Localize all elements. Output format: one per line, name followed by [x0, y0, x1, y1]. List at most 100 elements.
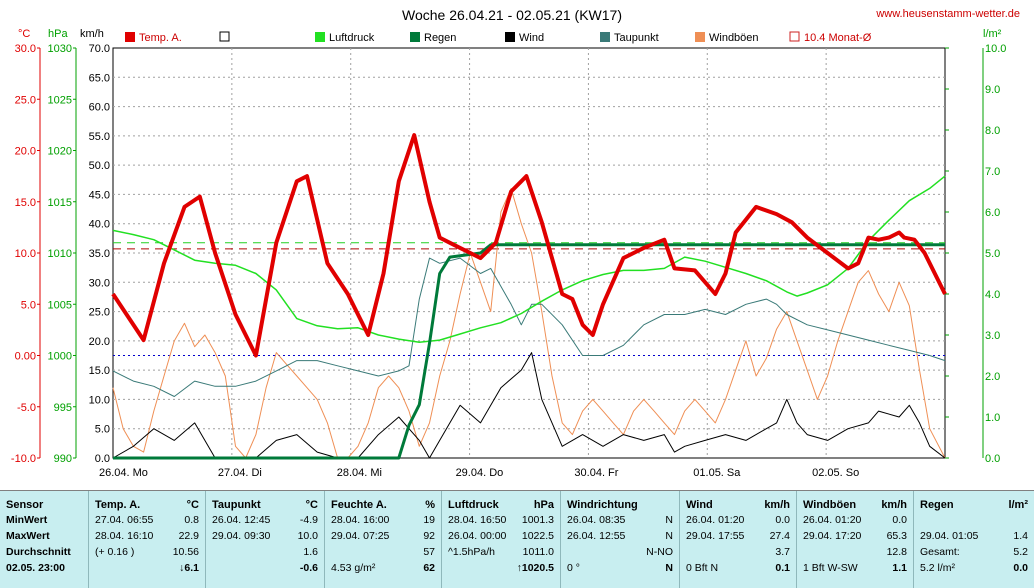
- panel-cell: MinWert: [6, 514, 48, 526]
- panel-cell: 02.05. 23:00: [6, 562, 65, 574]
- temp-unit-label: °C: [18, 28, 30, 40]
- panel-cell: 0.0: [1013, 562, 1028, 574]
- panel-cell: Windrichtung: [567, 499, 638, 511]
- panel-cell: 0.0: [775, 514, 790, 526]
- temp-tick-label: 30.0: [15, 43, 36, 55]
- pressure-tick-label: 1005: [48, 299, 72, 311]
- wind-tick-label: 25.0: [89, 307, 110, 319]
- temp-tick-label: 10.0: [15, 248, 36, 260]
- panel-cell: MaxWert: [6, 530, 50, 542]
- day-label: 28.04. Mi: [337, 467, 382, 479]
- panel-cell: N: [665, 514, 673, 526]
- panel-cell: Gesamt:: [920, 546, 960, 558]
- pressure-tick-label: 990: [54, 453, 72, 465]
- panel-cell: 26.04. 01:20: [686, 514, 745, 526]
- legend-swatch: [410, 32, 420, 42]
- legend-swatch: [315, 32, 325, 42]
- wind-tick-label: 45.0: [89, 189, 110, 201]
- wind-tick-label: 55.0: [89, 131, 110, 143]
- wind-tick-label: 50.0: [89, 160, 110, 172]
- panel-cell: Luftdruck: [448, 499, 499, 511]
- site-url: www.heusenstamm-wetter.de: [875, 8, 1020, 20]
- panel-cell: ↑1020.5: [516, 562, 554, 574]
- panel-cell: %: [425, 499, 435, 511]
- legend-swatch: [219, 31, 230, 42]
- panel-cell: 57: [423, 546, 435, 558]
- panel-cell: 19: [423, 514, 435, 526]
- wind-tick-label: 5.0: [95, 424, 110, 436]
- panel-cell: 0.0: [892, 514, 907, 526]
- panel-cell: 29.04. 07:25: [331, 530, 390, 542]
- panel-cell: 0 Bft N: [686, 562, 719, 574]
- panel-col-luftdruck: Luftdruck hPa 28.04. 16:50 1001.3 26.04. 00:…: [442, 491, 561, 588]
- panel-cell: 12.8: [886, 546, 907, 558]
- panel-cell: 1001.3: [521, 514, 554, 526]
- pressure-tick-label: 1030: [48, 43, 72, 55]
- legend-label: Wind: [519, 32, 544, 44]
- panel-cell: 1 Bft W-SW: [803, 562, 858, 574]
- panel-cell: Taupunkt: [212, 499, 261, 511]
- series-windben-line: [112, 188, 946, 459]
- panel-col-wind: Wind km/h 26.04. 01:20 0.0 29.04. 17:55 27.4 3…: [680, 491, 797, 588]
- pressure-tick-label: 1010: [48, 248, 72, 260]
- wind-tick-label: 35.0: [89, 248, 110, 260]
- panel-cell: 1.6: [303, 546, 318, 558]
- panel-cell: ↓6.1: [179, 562, 199, 574]
- rain-tick-label: 4.0: [985, 289, 1000, 301]
- pressure-tick-label: 1000: [48, 351, 72, 363]
- wind-tick-label: 70.0: [89, 43, 110, 55]
- panel-cell: 3.7: [775, 546, 790, 558]
- panel-cell: km/h: [881, 499, 907, 511]
- panel-cell: Windböen: [803, 499, 857, 511]
- wind-tick-label: 0.0: [95, 453, 110, 465]
- panel-cell: Wind: [686, 499, 713, 511]
- temp-tick-label: 20.0: [15, 146, 36, 158]
- rain-tick-label: 9.0: [985, 84, 1000, 96]
- panel-cell: -0.6: [299, 562, 318, 574]
- wind-tick-label: 15.0: [89, 365, 110, 377]
- panel-cell: Regen: [920, 499, 954, 511]
- pressure-tick-label: 1020: [48, 146, 72, 158]
- day-label: 26.04. Mo: [99, 467, 148, 479]
- panel-cell: ^1.5hPa/h: [448, 546, 495, 558]
- panel-cell: °C: [186, 499, 199, 511]
- panel-cell: 29.04. 09:30: [212, 530, 271, 542]
- legend-label: Temp. A.: [139, 32, 182, 44]
- panel-cell: 0 °: [567, 562, 580, 574]
- rain-tick-label: 2.0: [985, 371, 1000, 383]
- temp-tick-label: -5.0: [17, 402, 36, 414]
- panel-cell: 65.3: [886, 530, 907, 542]
- panel-col-sensor: Sensor MinWert MaxWert Durchschnitt 02.05. 2…: [0, 491, 89, 588]
- panel-cell: Durchschnitt: [6, 546, 71, 558]
- panel-cell: 10.0: [297, 530, 318, 542]
- series-tempa-line: [111, 133, 947, 358]
- wind-tick-label: 10.0: [89, 394, 110, 406]
- series-regen-line: [113, 243, 945, 460]
- panel-cell: 0.8: [184, 514, 199, 526]
- pressure-unit-label: hPa: [48, 28, 68, 40]
- panel-cell: 5.2: [1013, 546, 1028, 558]
- panel-cell: 10.56: [172, 546, 199, 558]
- day-label: 29.04. Do: [456, 467, 504, 479]
- panel-col-taupunkt: Taupunkt °C 26.04. 12:45 -4.9 29.04. 09:30 10…: [206, 491, 325, 588]
- panel-cell: 0.1: [775, 562, 790, 574]
- panel-cell: 27.04. 06:55: [95, 514, 154, 526]
- wind-tick-label: 60.0: [89, 102, 110, 114]
- day-label: 27.04. Di: [218, 467, 262, 479]
- panel-cell: 29.04. 17:20: [803, 530, 862, 542]
- panel-cell: N: [665, 562, 673, 574]
- wind-tick-label: 20.0: [89, 336, 110, 348]
- series-wind-line: [112, 352, 946, 459]
- rain-tick-label: 5.0: [985, 248, 1000, 260]
- panel-cell: 1.4: [1013, 530, 1028, 542]
- legend-swatch: [695, 32, 705, 42]
- panel-cell: Temp. A.: [95, 499, 141, 511]
- panel-cell: 27.4: [769, 530, 790, 542]
- panel-cell: Sensor: [6, 499, 44, 511]
- panel-col-regen: Regen l/m² 29.04. 01:05 1.4 Gesamt: 5.2 5.2 l/…: [914, 491, 1034, 588]
- series-taupunkt-line: [112, 257, 946, 397]
- rain-tick-label: 7.0: [985, 166, 1000, 178]
- rain-tick-label: 1.0: [985, 412, 1000, 424]
- day-label: 02.05. So: [812, 467, 859, 479]
- panel-cell: 26.04. 12:45: [212, 514, 271, 526]
